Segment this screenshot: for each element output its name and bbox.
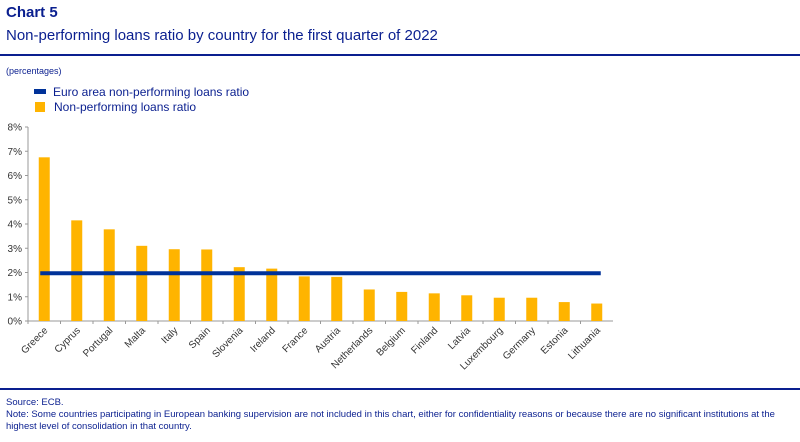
x-tick-label: Portugal (81, 325, 115, 359)
x-tick-label: Finland (409, 325, 440, 356)
x-tick-label: Malta (123, 325, 148, 350)
bar (266, 268, 278, 321)
source-note: Source: ECB. (6, 397, 64, 408)
bar (591, 303, 603, 321)
bar (461, 295, 473, 321)
y-tick-label: 1% (8, 292, 23, 303)
y-tick-label: 6% (8, 171, 23, 182)
bar (233, 267, 245, 321)
legend-item-npl-ratio: Non-performing loans ratio (34, 99, 249, 114)
y-tick-label: 7% (8, 147, 23, 158)
top-divider (0, 54, 800, 56)
x-tick-label: Estonia (539, 325, 571, 357)
bar (38, 157, 50, 321)
legend-line-swatch (34, 89, 46, 94)
bar (526, 297, 538, 321)
y-tick-label: 8% (8, 123, 23, 134)
bar (558, 302, 570, 321)
legend-bar-swatch (35, 101, 45, 112)
x-tick-label: Slovenia (210, 325, 245, 360)
x-tick-label: France (281, 325, 311, 355)
bar (396, 291, 408, 321)
chart-footer: Source: ECB. Note: Some countries partic… (6, 397, 796, 433)
x-tick-label: Cyprus (53, 325, 83, 355)
bar (493, 297, 505, 321)
bar (168, 249, 180, 321)
legend: Euro area non-performing loans ratio Non… (34, 84, 249, 114)
chart-title: Chart 5 (6, 4, 58, 21)
x-tick-label: Greece (19, 325, 50, 356)
x-tick-label: Ireland (248, 325, 277, 354)
bar (136, 245, 148, 321)
y-tick-label: 4% (8, 220, 23, 231)
y-tick-label: 3% (8, 244, 23, 255)
chart-subtitle: Non-performing loans ratio by country fo… (6, 27, 438, 44)
footnote: Note: Some countries participating in Eu… (6, 409, 775, 432)
x-tick-label: Germany (501, 325, 538, 362)
legend-item-euro-area: Euro area non-performing loans ratio (34, 84, 249, 99)
bar (428, 293, 440, 321)
bar (363, 289, 375, 321)
y-tick-label: 2% (8, 268, 23, 279)
x-tick-label: Italy (160, 325, 181, 346)
y-tick-label: 5% (8, 195, 23, 206)
units-label: (percentages) (6, 66, 62, 76)
bar (71, 220, 83, 321)
bar (201, 249, 213, 321)
x-tick-label: Lithuania (566, 325, 603, 362)
x-tick-label: Belgium (375, 325, 408, 358)
bottom-divider (0, 388, 800, 390)
x-tick-label: Austria (313, 325, 343, 355)
x-tick-label: Spain (187, 325, 213, 351)
bar (298, 276, 310, 321)
legend-label-euro-area: Euro area non-performing loans ratio (53, 84, 250, 99)
bar (331, 276, 343, 321)
legend-label-npl-ratio: Non-performing loans ratio (54, 99, 197, 114)
x-tick-label: Latvia (446, 325, 473, 352)
y-tick-label: 0% (8, 317, 23, 328)
